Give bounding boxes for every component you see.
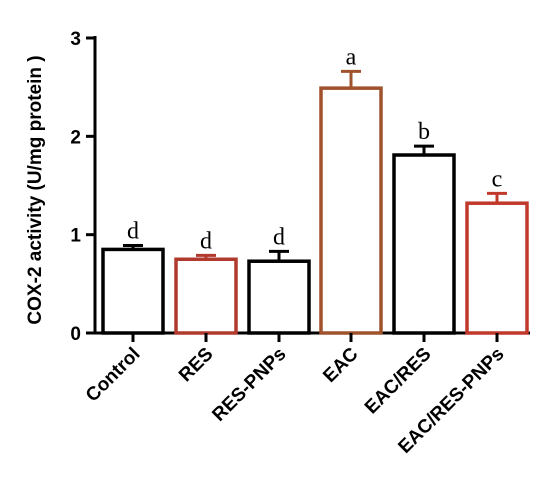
significance-label: d xyxy=(273,224,285,250)
significance-label: b xyxy=(418,119,430,145)
category-label: RES-PNPs xyxy=(208,344,290,426)
significance-label: d xyxy=(200,228,212,254)
bar xyxy=(319,86,383,335)
plot-area: 0123dControldRESdRES-PNPsaEACbEAC/REScEA… xyxy=(70,29,530,458)
significance-label: d xyxy=(127,218,139,244)
category-label: Control xyxy=(82,344,145,407)
category-label: RES xyxy=(175,344,217,386)
y-tick-label: 2 xyxy=(70,127,81,148)
bar xyxy=(247,259,311,335)
bar xyxy=(392,153,456,335)
category-label: EAC/RES xyxy=(361,344,436,419)
significance-label: c xyxy=(492,166,503,192)
y-tick-label: 3 xyxy=(70,29,81,50)
bar xyxy=(101,247,165,335)
category-label: EAC xyxy=(319,343,362,386)
y-tick-label: 0 xyxy=(70,324,81,345)
y-axis-title: COX-2 activity (U/mg protein ) xyxy=(25,55,46,324)
bar xyxy=(465,201,529,335)
bar xyxy=(174,257,238,335)
significance-label: a xyxy=(346,44,357,70)
y-tick-label: 1 xyxy=(70,226,81,247)
